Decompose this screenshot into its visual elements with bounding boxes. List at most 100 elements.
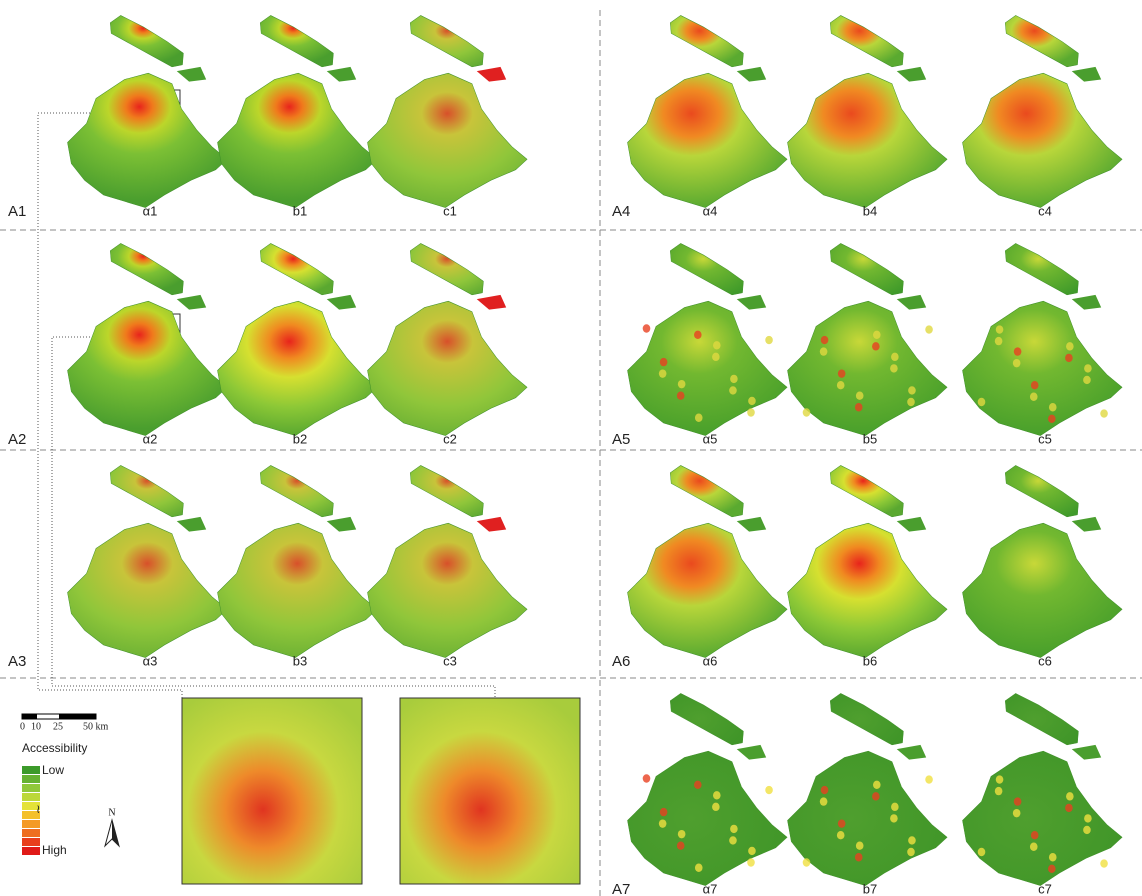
- map-spot: [1100, 859, 1108, 867]
- map-spot: [838, 369, 846, 377]
- map-spot: [907, 398, 915, 406]
- map-islets: [327, 295, 356, 310]
- map-spot: [855, 853, 863, 861]
- panel-label: α5: [703, 431, 718, 446]
- map-islets: [477, 67, 506, 82]
- map-island: [260, 243, 333, 294]
- map-spot: [729, 386, 737, 394]
- map-spot: [1066, 792, 1074, 800]
- panel-label: c7: [1038, 881, 1052, 896]
- map-island: [1005, 15, 1078, 66]
- map-mainland: [68, 73, 228, 207]
- panel-label: c1: [443, 203, 457, 218]
- map-islets: [177, 67, 206, 82]
- map-panel: [368, 15, 528, 207]
- map-panel: [368, 465, 528, 657]
- map-panel: [368, 243, 528, 435]
- map-panel: [788, 465, 948, 657]
- map-spot: [890, 364, 898, 372]
- map-spot: [765, 786, 773, 794]
- scale-label: 50 km: [83, 721, 109, 732]
- map-mainland: [368, 73, 528, 207]
- panel-label: b7: [863, 881, 877, 896]
- legend-high: High: [42, 843, 67, 857]
- row-label: A1: [8, 203, 26, 220]
- map-spot: [1084, 364, 1092, 372]
- map-panel: [963, 465, 1123, 657]
- map-spot: [747, 408, 755, 416]
- map-mainland: [963, 73, 1123, 207]
- map-spot: [1065, 354, 1073, 362]
- map-spot: [729, 836, 737, 844]
- map-spot: [907, 848, 915, 856]
- map-spot: [643, 324, 651, 332]
- map-spot: [695, 864, 703, 872]
- map-island: [670, 243, 743, 294]
- map-spot: [820, 797, 828, 805]
- map-spot: [1100, 409, 1108, 417]
- panel-label: c2: [443, 431, 457, 446]
- row-label: A4: [612, 203, 630, 220]
- map-mainland: [368, 301, 528, 435]
- panel-label: c5: [1038, 431, 1052, 446]
- row-label: A6: [612, 653, 630, 670]
- panel-label: b3: [293, 653, 307, 668]
- map-panel: [963, 243, 1123, 435]
- map-mainland: [218, 73, 378, 207]
- panel-label: b1: [293, 203, 307, 218]
- panel-label: c3: [443, 653, 457, 668]
- figure: 0 10 25 50 km Accessibility Low ≀ High N…: [0, 0, 1142, 896]
- map-islets: [1072, 67, 1101, 82]
- map-panel: [963, 15, 1123, 207]
- row-label: A7: [612, 881, 630, 896]
- panel-label: b2: [293, 431, 307, 446]
- map-panel: [68, 243, 228, 435]
- map-island: [260, 465, 333, 516]
- map-spot: [891, 803, 899, 811]
- map-panel: [68, 15, 228, 207]
- map-island: [1005, 693, 1078, 744]
- panel-label: α7: [703, 881, 718, 896]
- map-panel: [963, 693, 1123, 885]
- map-spot: [1048, 415, 1056, 423]
- panel-label: α6: [703, 653, 718, 668]
- map-panel: [788, 15, 948, 207]
- map-spot: [660, 808, 668, 816]
- map-spot: [837, 831, 845, 839]
- map-spot: [1083, 826, 1091, 834]
- map-mainland: [963, 301, 1123, 435]
- map-spot: [695, 414, 703, 422]
- map-islets: [737, 295, 766, 310]
- map-spot: [730, 825, 738, 833]
- map-islets: [897, 517, 926, 532]
- map-mainland: [963, 523, 1123, 657]
- map-spot: [996, 325, 1004, 333]
- map-spot: [1013, 359, 1021, 367]
- map-spot: [995, 337, 1003, 345]
- map-islets: [1072, 745, 1101, 760]
- map-island: [410, 15, 483, 66]
- map-spot: [1030, 843, 1038, 851]
- map-islets: [1072, 517, 1101, 532]
- map-spot: [678, 830, 686, 838]
- map-spot: [856, 392, 864, 400]
- map-islets: [1072, 295, 1101, 310]
- map-mainland: [963, 751, 1123, 885]
- map-spot: [996, 775, 1004, 783]
- map-spot: [1031, 831, 1039, 839]
- map-spot: [803, 858, 811, 866]
- map-spot: [856, 842, 864, 850]
- map-panel: [628, 693, 788, 885]
- map-spot: [873, 331, 881, 339]
- map-islets: [897, 67, 926, 82]
- map-spot: [694, 331, 702, 339]
- row-label: A2: [8, 431, 26, 448]
- panel-label: c6: [1038, 653, 1052, 668]
- map-spot: [978, 398, 986, 406]
- map-panel: [788, 693, 948, 885]
- map-panel: [628, 15, 788, 207]
- map-spot: [659, 819, 667, 827]
- map-spot: [643, 774, 651, 782]
- map-spot: [713, 341, 721, 349]
- map-spot: [1049, 403, 1057, 411]
